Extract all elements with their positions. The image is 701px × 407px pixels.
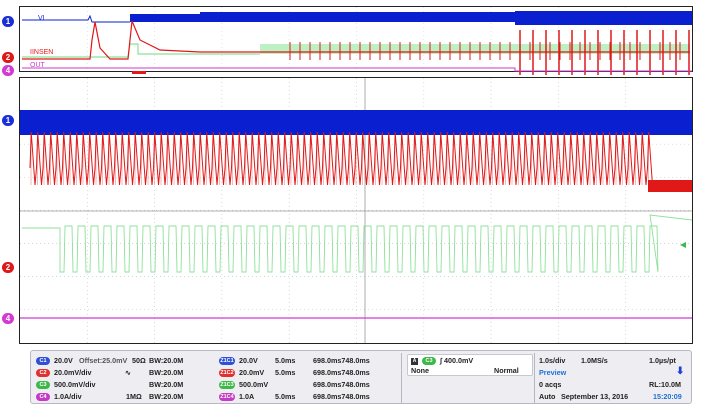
- trigger-a-icon: A: [411, 357, 418, 365]
- c1-scale: 20.0V: [54, 356, 73, 365]
- ch2-label-top: IINSEN: [30, 49, 54, 56]
- trigger-source-badge: C3: [422, 357, 436, 366]
- ch2-tail-main: [648, 180, 692, 192]
- c3-badge: C3: [36, 381, 50, 390]
- ch3-trace-top: [22, 43, 260, 58]
- ch4-trace-top: [22, 67, 692, 72]
- timebase[interactable]: 1.0s/div: [539, 356, 566, 365]
- c2-coupling: ∿: [125, 368, 132, 377]
- zoom-row-z1c4[interactable]: Z1C4 1.0A 5.0ms 698.0ms748.0ms: [219, 392, 370, 403]
- trigger-level: 400.0mV: [443, 356, 474, 365]
- ch2-marker-main[interactable]: 2: [2, 262, 14, 273]
- c1-bandwidth: BW:20.0M: [149, 356, 184, 365]
- z1c2-badge: Z1C2: [219, 369, 235, 378]
- ch2-trace-top: [22, 20, 690, 60]
- zoom-row-z1c2[interactable]: Z1C2 20.0mV 5.0ms 698.0ms748.0ms: [219, 368, 370, 379]
- c2-badge: C2: [36, 369, 50, 378]
- channel-row-c4[interactable]: C4 1.0A/div 1MΩ BW:20.0M: [36, 392, 183, 403]
- c1-impedance: 50Ω: [132, 356, 146, 365]
- z1c4-badge: Z1C4: [219, 393, 235, 402]
- ch1-marker-top[interactable]: 1: [2, 16, 14, 27]
- capture-time: 15:20:09: [653, 392, 682, 401]
- z1c1-badge: Z1C1: [219, 357, 235, 366]
- ch2-marker-bar: [132, 71, 146, 74]
- run-mode[interactable]: Auto: [539, 392, 556, 401]
- ch1-label-top: VL: [38, 15, 47, 22]
- ch3-trigger-arrow: [680, 242, 686, 248]
- ch2-marker-top[interactable]: 2: [2, 52, 14, 63]
- info-separator: [401, 353, 402, 403]
- resolution: 1.0µs/pt: [649, 356, 676, 365]
- ch1-baseline-top: [22, 14, 130, 23]
- ch1-band-main: [20, 110, 692, 135]
- z1c3-badge: Z1C3: [219, 381, 235, 390]
- c4-impedance: 1MΩ: [126, 392, 142, 401]
- zoom-row-z1c3[interactable]: Z1C3 500.0mV 698.0ms748.0ms: [219, 380, 370, 391]
- z1c1-range: 698.0ms748.0ms: [313, 356, 370, 365]
- arrow-down-icon: ⬇: [676, 366, 685, 377]
- capture-date: September 13, 2016: [561, 392, 629, 401]
- ch3-trace-main: [22, 214, 693, 273]
- channel-row-c1[interactable]: C1 20.0V Offset:25.0mV 50Ω BW:20.0M: [36, 356, 183, 367]
- c4-badge: C4: [36, 393, 50, 402]
- acquisition-count: 0 acqs: [539, 380, 562, 389]
- c4-bandwidth: BW:20.0M: [149, 392, 184, 401]
- ch1-band-top-3: [515, 11, 692, 25]
- z1c4-time: 5.0ms: [275, 392, 296, 401]
- ch2-trace-main: [29, 131, 693, 191]
- c3-scale: 500.0mV/div: [54, 380, 96, 389]
- ch4-marker-main[interactable]: 4: [2, 313, 14, 324]
- z1c1-time: 5.0ms: [275, 356, 296, 365]
- ch1-band-top-2: [200, 12, 515, 22]
- c1-offset: Offset:25.0mV: [79, 356, 128, 365]
- record-length: RL:10.0M: [649, 380, 681, 389]
- trigger-slope-icon: ∫: [440, 356, 442, 365]
- z1c2-range: 698.0ms748.0ms: [313, 368, 370, 377]
- z1c2-time: 5.0ms: [275, 368, 296, 377]
- channel-row-c3[interactable]: C3 500.0mV/div BW:20.0M: [36, 380, 183, 391]
- c2-bandwidth: BW:20.0M: [149, 368, 184, 377]
- info-separator-2: [534, 353, 535, 403]
- channel-row-c2[interactable]: C2 20.0mV/div ∿ BW:20.0M: [36, 368, 183, 379]
- trigger-coupling: None: [411, 366, 429, 375]
- c1-badge: C1: [36, 357, 50, 366]
- c4-scale: 1.0A/div: [54, 392, 82, 401]
- z1c2-scale: 20.0mV: [239, 368, 265, 377]
- z1c3-scale: 500.0mV: [239, 380, 269, 389]
- trigger-mode: Normal: [494, 366, 519, 375]
- c2-scale: 20.0mV/div: [54, 368, 92, 377]
- z1c4-scale: 1.0A: [239, 392, 255, 401]
- ch4-label-top: OUT: [30, 62, 45, 69]
- measurement-info-bar: C1 20.0V Offset:25.0mV 50Ω BW:20.0M C2 20.…: [30, 350, 692, 404]
- acquisition-mode[interactable]: Preview: [539, 368, 567, 377]
- z1c3-range: 698.0ms748.0ms: [313, 380, 370, 389]
- ch1-marker-main[interactable]: 1: [2, 115, 14, 126]
- trigger-panel[interactable]: [407, 354, 533, 376]
- ch4-marker-top[interactable]: 4: [2, 65, 14, 76]
- z1c1-scale: 20.0V: [239, 356, 258, 365]
- sample-rate: 1.0MS/s: [581, 356, 608, 365]
- z1c4-range: 698.0ms748.0ms: [313, 392, 370, 401]
- ch3-band-top: [260, 44, 690, 54]
- c3-bandwidth: BW:20.0M: [149, 380, 184, 389]
- trigger-summary: A C3 ∫ 400.0mV: [411, 356, 473, 367]
- zoom-row-z1c1[interactable]: Z1C1 20.0V 5.0ms 698.0ms748.0ms: [219, 356, 370, 367]
